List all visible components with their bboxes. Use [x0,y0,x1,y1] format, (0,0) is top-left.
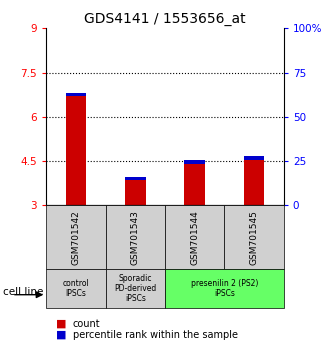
Bar [46,269,106,308]
Text: presenilin 2 (PS2)
iPSCs: presenilin 2 (PS2) iPSCs [191,279,258,298]
Bar [66,96,86,205]
Bar [165,205,224,269]
Text: cell line: cell line [3,287,44,297]
Text: control
IPSCs: control IPSCs [62,279,89,298]
Bar [165,269,284,308]
Bar [106,205,165,269]
Bar [66,93,86,96]
Text: GSM701543: GSM701543 [131,210,140,265]
Bar [224,205,284,269]
Bar [125,177,146,180]
Bar [125,180,146,205]
Title: GDS4141 / 1553656_at: GDS4141 / 1553656_at [84,12,246,26]
Bar [184,160,205,164]
Text: count: count [73,319,100,329]
Text: ■: ■ [56,330,67,339]
Text: GSM701544: GSM701544 [190,210,199,264]
Text: Sporadic
PD-derived
iPSCs: Sporadic PD-derived iPSCs [114,274,156,303]
Bar [46,205,106,269]
Text: GSM701545: GSM701545 [249,210,259,265]
Text: ■: ■ [56,319,67,329]
Bar [184,164,205,205]
Text: GSM701542: GSM701542 [71,210,81,264]
Bar [106,269,165,308]
Bar [244,160,265,205]
Text: percentile rank within the sample: percentile rank within the sample [73,330,238,339]
Bar [244,156,265,160]
